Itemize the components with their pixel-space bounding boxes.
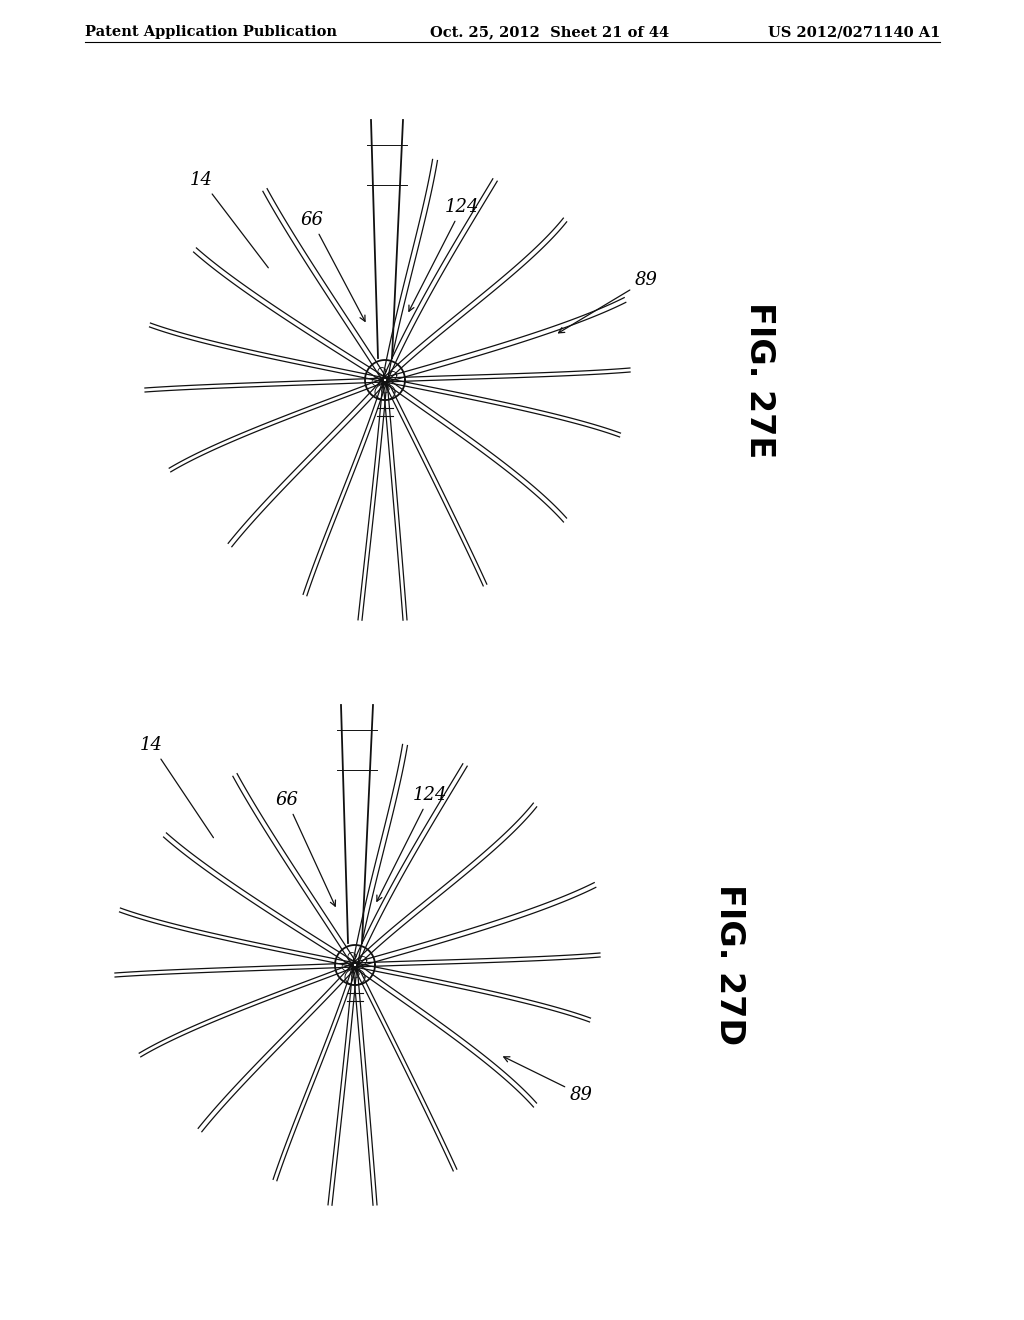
- Text: Patent Application Publication: Patent Application Publication: [85, 25, 337, 40]
- Text: FIG. 27D: FIG. 27D: [714, 884, 746, 1045]
- Text: US 2012/0271140 A1: US 2012/0271140 A1: [768, 25, 940, 40]
- Text: FIG. 27E: FIG. 27E: [743, 302, 776, 458]
- Text: 124: 124: [377, 785, 447, 902]
- Text: 124: 124: [409, 198, 479, 312]
- Text: 89: 89: [504, 1057, 593, 1104]
- Text: Oct. 25, 2012  Sheet 21 of 44: Oct. 25, 2012 Sheet 21 of 44: [430, 25, 669, 40]
- Text: 66: 66: [275, 791, 336, 907]
- Text: 89: 89: [558, 271, 658, 333]
- Text: 66: 66: [300, 211, 365, 321]
- Text: 14: 14: [190, 172, 268, 268]
- Text: 14: 14: [140, 737, 213, 838]
